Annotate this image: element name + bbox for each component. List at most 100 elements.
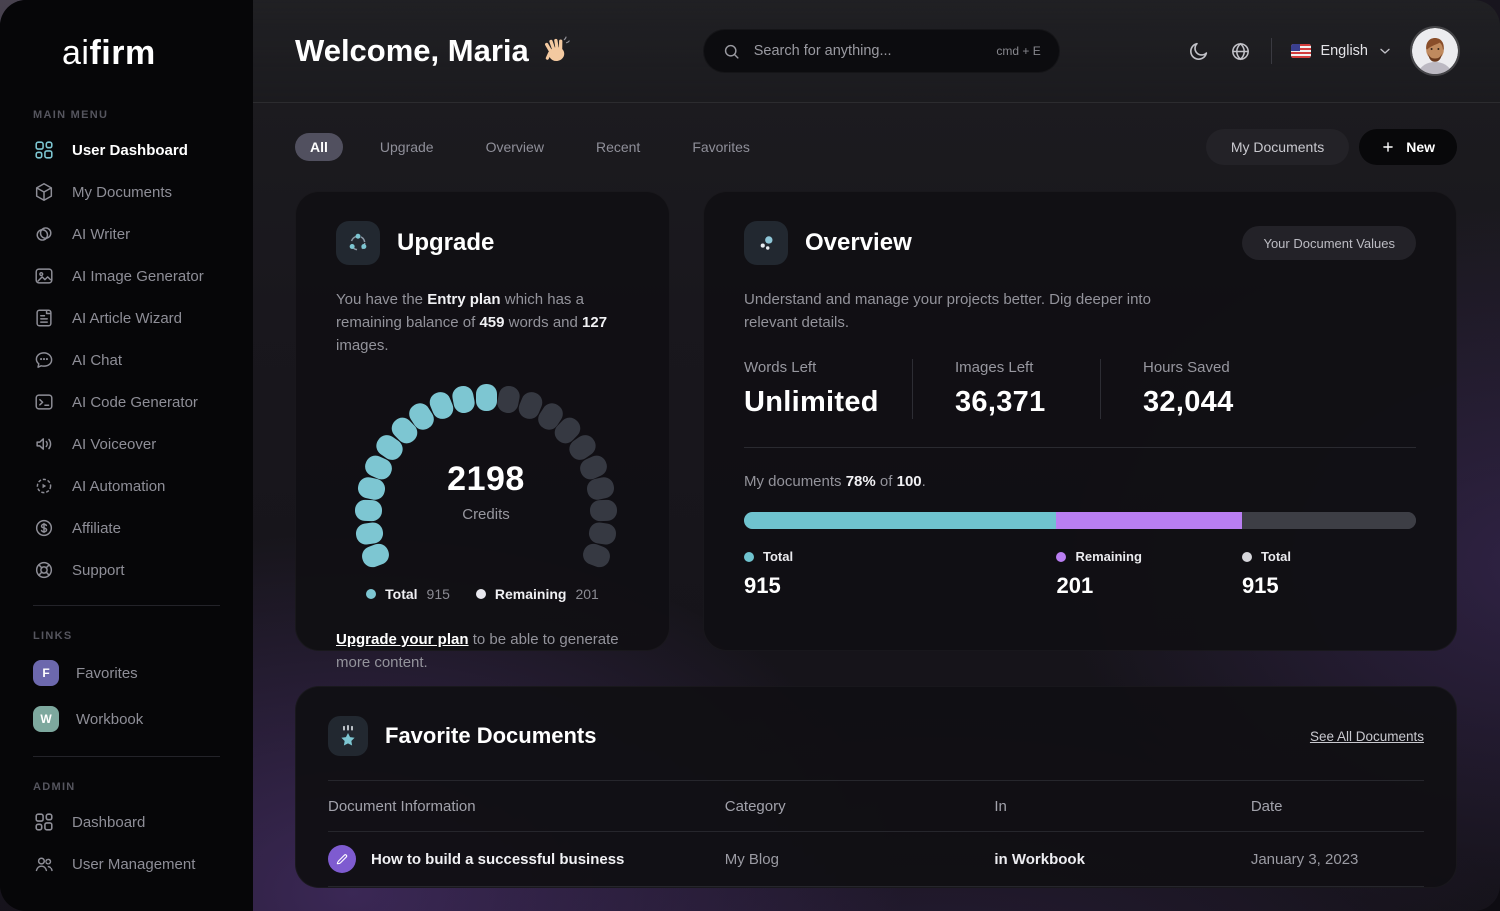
sidebar-divider: [33, 756, 220, 757]
main-area: Welcome, Maria cmd + E English: [253, 0, 1500, 911]
gauge-legend: Total 915 Remaining 201: [336, 586, 629, 602]
text-part: images.: [336, 337, 389, 354]
sidebar-item-workbook[interactable]: W Workbook: [0, 696, 253, 742]
brand-logo-bold: firm: [89, 34, 156, 72]
new-button[interactable]: New: [1359, 129, 1457, 165]
search-shortcut: cmd + E: [996, 44, 1041, 58]
sidebar-item-my-documents[interactable]: My Documents: [0, 171, 253, 213]
text-part: 459: [479, 314, 505, 331]
legend-head: Total: [1241, 549, 1291, 564]
docs-table-header: Document Information Category In Date: [328, 781, 1424, 832]
progress-segment-remaining: [1056, 512, 1242, 529]
legend-value: 201: [575, 586, 599, 602]
cards-row: Upgrade You have the Entry plan which ha…: [295, 191, 1457, 671]
sidebar-item-ai-automation[interactable]: AI Automation: [0, 465, 253, 507]
tab-favorites[interactable]: Favorites: [692, 139, 750, 155]
sidebar-item-ai-code-generator[interactable]: AI Code Generator: [0, 381, 253, 423]
dashboard-grid-icon: [33, 139, 55, 161]
user-avatar[interactable]: [1412, 28, 1458, 74]
legend-label: Remaining: [1075, 549, 1142, 564]
search-icon: [722, 42, 741, 61]
search-input[interactable]: [751, 42, 986, 60]
sidebar-item-support[interactable]: Support: [0, 549, 253, 591]
pen-icon: [328, 845, 356, 873]
content: All Upgrade Overview Recent Favorites My Doc…: [253, 103, 1500, 911]
stat-value: 32,044: [1143, 386, 1234, 418]
progress-segment-total: [1241, 512, 1416, 529]
tab-upgrade[interactable]: Upgrade: [379, 139, 434, 155]
upgrade-card-title: Upgrade: [397, 229, 495, 256]
upgrade-card: Upgrade You have the Entry plan which ha…: [295, 191, 670, 671]
sidebar-item-label: AI Voiceover: [72, 435, 157, 453]
stat-value: Unlimited: [744, 386, 879, 418]
tab-all[interactable]: All: [295, 133, 343, 161]
article-icon: [33, 307, 55, 329]
text-part: words and: [504, 314, 583, 331]
sidebar-item-user-management[interactable]: User Management: [0, 843, 253, 885]
language-switcher[interactable]: English: [1291, 43, 1393, 59]
docs-divider: [328, 780, 1424, 781]
credits-gauge: 2198 Credits: [336, 372, 636, 572]
stat-value: 36,371: [955, 386, 1046, 418]
sidebar-item-affiliate[interactable]: Affiliate: [0, 507, 253, 549]
sidebar-item-label: User Management: [72, 855, 196, 873]
row-actions: My Documents New: [1205, 129, 1457, 165]
see-all-documents-link[interactable]: See All Documents: [1309, 728, 1424, 744]
gauge-segment: [475, 383, 497, 411]
sidebar-item-dashboard[interactable]: Dashboard: [0, 801, 253, 843]
gauge-segment: [580, 540, 614, 570]
text-part: My documents: [744, 473, 846, 490]
shining-star-icon: [328, 716, 368, 756]
sidebar-section-label: MAIN MENU: [33, 109, 109, 121]
sidebar-nav: MAIN MENU User Dashboard My Documents AI Wr…: [0, 109, 253, 885]
chat-icon: [33, 349, 55, 371]
my-documents-button[interactable]: My Documents: [1205, 129, 1350, 165]
link-badge: W: [33, 706, 59, 732]
legend-label: Total: [385, 586, 418, 602]
sidebar-item-favorites[interactable]: F Favorites: [0, 650, 253, 696]
sidebar: aifirm MAIN MENU User Dashboard My Documen…: [0, 0, 253, 911]
upgrade-description: You have the Entry plan which has a rema…: [336, 288, 629, 357]
column-header-in: In: [994, 798, 1007, 815]
table-row[interactable]: How to build a successful business My Blo…: [328, 832, 1424, 887]
sidebar-item-label: Workbook: [76, 710, 144, 728]
legend-dot: [1056, 551, 1067, 562]
progress-legend-remaining: Remaining 201: [1056, 549, 1142, 599]
topbar-divider: [1271, 38, 1273, 64]
sidebar-item-label: AI Article Wizard: [72, 309, 183, 327]
chevron-down-icon: [1377, 43, 1393, 59]
overview-stats: Words Left Unlimited Images Left 36,371 Hour…: [744, 359, 1416, 419]
globe-icon[interactable]: [1229, 40, 1252, 63]
sidebar-item-label: User Dashboard: [72, 141, 188, 159]
document-values-button[interactable]: Your Document Values: [1242, 226, 1416, 260]
sidebar-item-label: AI Automation: [72, 477, 166, 495]
gauge-segment: [450, 383, 477, 415]
search-bar[interactable]: cmd + E: [702, 29, 1060, 73]
gauge-segment: [354, 520, 385, 546]
brand-logo: aifirm: [62, 34, 253, 73]
upgrade-your-plan-link[interactable]: Upgrade your plan: [336, 631, 469, 648]
sidebar-item-ai-writer[interactable]: AI Writer: [0, 213, 253, 255]
sidebar-item-label: AI Writer: [72, 225, 131, 243]
legend-value: 915: [744, 573, 781, 598]
gauge-segment: [358, 540, 392, 570]
progress-caption: My documents 78% of 100.: [744, 473, 1416, 490]
sidebar-item-ai-chat[interactable]: AI Chat: [0, 339, 253, 381]
gauge-center: 2198 Credits: [336, 460, 636, 523]
sidebar-item-ai-voiceover[interactable]: AI Voiceover: [0, 423, 253, 465]
sidebar-item-ai-article-wizard[interactable]: AI Article Wizard: [0, 297, 253, 339]
welcome-text: Welcome, Maria: [295, 33, 529, 68]
docs-table-body: How to build a successful business My Blo…: [328, 832, 1424, 887]
sidebar-item-user-dashboard[interactable]: User Dashboard: [0, 129, 253, 171]
tab-overview[interactable]: Overview: [485, 139, 544, 155]
scatter-dots-icon: [744, 221, 788, 265]
text-part: of: [875, 473, 897, 490]
tab-recent[interactable]: Recent: [595, 139, 641, 155]
dark-mode-moon-icon[interactable]: [1187, 40, 1210, 63]
topbar-actions: English: [1187, 28, 1458, 74]
stat-hours-saved: Hours Saved 32,044: [1100, 359, 1264, 419]
sidebar-item-ai-image-generator[interactable]: AI Image Generator: [0, 255, 253, 297]
text-part: Entry plan: [427, 291, 501, 308]
favorite-documents-card: Favorite Documents See All Documents Doc…: [295, 686, 1457, 888]
doc-title: How to build a successful business: [371, 850, 625, 868]
